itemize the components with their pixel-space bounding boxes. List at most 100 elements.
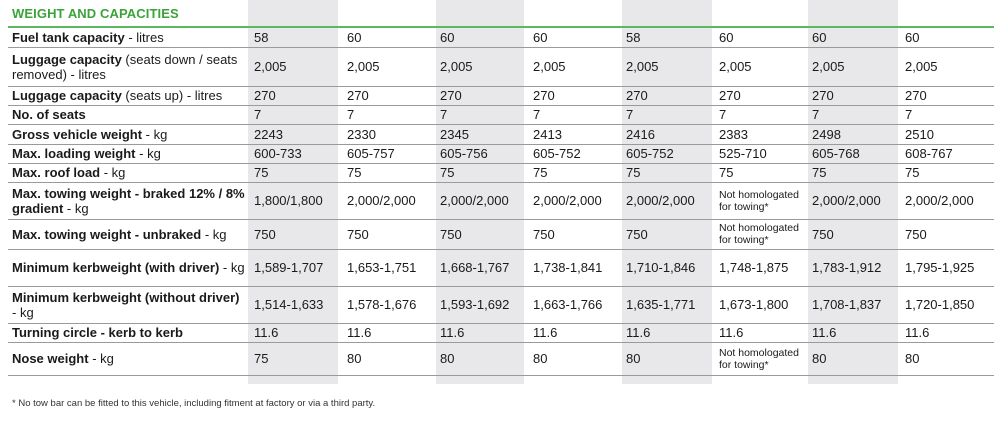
table-cell: 1,668-1,767 — [436, 249, 529, 287]
table-cell: 2,005 — [808, 47, 901, 87]
table-cell: 75 — [622, 163, 715, 183]
table-cell: 1,710-1,846 — [622, 249, 715, 287]
row-label-name: Minimum kerbweight (with driver) — [12, 260, 220, 275]
table-cell: 605-752 — [622, 144, 715, 164]
table-cell: 60 — [715, 27, 808, 48]
table-cell: 80 — [436, 342, 529, 376]
table-cell: 270 — [622, 86, 715, 106]
table-cell: 1,673-1,800 — [715, 286, 808, 324]
table-cell: 2243 — [250, 124, 343, 145]
table-cell: 750 — [808, 219, 901, 250]
table-cell: 75 — [715, 163, 808, 183]
table-cell: 750 — [622, 219, 715, 250]
row-label-unit: (seats down / seats removed) - litres — [12, 51, 238, 82]
table-cell: 270 — [529, 86, 622, 106]
table-cell: 7 — [529, 105, 622, 125]
row-label: Max. towing weight - unbraked - kg — [8, 219, 250, 250]
row-label-unit: - kg — [88, 351, 114, 366]
row-label: Turning circle - kerb to kerb — [8, 323, 250, 343]
table-cell: 7 — [622, 105, 715, 125]
table-row: Turning circle - kerb to kerb 11.6 11.6 11.… — [8, 323, 994, 343]
row-label-name: Luggage capacity — [12, 88, 122, 103]
table-cell: 11.6 — [343, 323, 436, 343]
row-label: Max. roof load - kg — [8, 163, 250, 183]
table-cell: Not homologated for towing* — [715, 219, 808, 250]
table-cell: 270 — [715, 86, 808, 106]
table-cell: 1,800/1,800 — [250, 182, 343, 220]
table-row: Minimum kerbweight (without driver) - kg… — [8, 286, 994, 324]
table-row: Max. towing weight - braked 12% / 8% gra… — [8, 182, 994, 220]
table-cell: 2383 — [715, 124, 808, 145]
row-label-unit: - kg — [63, 200, 89, 216]
table-cell: Not homologated for towing* — [715, 342, 808, 376]
table-row: Max. towing weight - unbraked - kg 750 750… — [8, 219, 994, 250]
row-label-unit: - kg — [201, 226, 227, 242]
table-cell: 270 — [436, 86, 529, 106]
table-cell: 2345 — [436, 124, 529, 145]
row-label-name: Max. roof load — [12, 165, 101, 180]
table-row: Nose weight - kg 75 80 80 80 80 Not homologate… — [8, 342, 994, 376]
row-label: Fuel tank capacity - litres — [8, 27, 250, 48]
table-cell: 75 — [436, 163, 529, 183]
row-label-unit: - kg — [142, 126, 168, 142]
row-label: Max. loading weight - kg — [8, 144, 250, 164]
table-cell: 11.6 — [529, 323, 622, 343]
table-cell: 1,783-1,912 — [808, 249, 901, 287]
table-cell: 750 — [901, 219, 994, 250]
table-cell: 11.6 — [715, 323, 808, 343]
table-cell: 2,000/2,000 — [343, 182, 436, 220]
table-cell: 75 — [808, 163, 901, 183]
table-cell: 1,593-1,692 — [436, 286, 529, 324]
table-cell: 1,514-1,633 — [250, 286, 343, 324]
table-cell: 80 — [901, 342, 994, 376]
row-label-name: Minimum kerbweight (without driver) — [12, 289, 240, 305]
table-cell: 2,000/2,000 — [808, 182, 901, 220]
table-cell: 7 — [250, 105, 343, 125]
table-cell: 2510 — [901, 124, 994, 145]
table-cell: 750 — [250, 219, 343, 250]
table-cell: 2,005 — [436, 47, 529, 87]
table-header-row: WEIGHT AND CAPACITIES — [8, 0, 994, 28]
table-cell: 60 — [436, 27, 529, 48]
table-cell: 7 — [901, 105, 994, 125]
row-label: Minimum kerbweight (without driver) - kg — [8, 286, 250, 324]
table-cell: 60 — [343, 27, 436, 48]
table-cell: 1,795-1,925 — [901, 249, 994, 287]
table-cell: 1,748-1,875 — [715, 249, 808, 287]
row-label: Gross vehicle weight - kg — [8, 124, 250, 145]
table-cell: 1,589-1,707 — [250, 249, 343, 287]
row-label-unit: (seats up) - litres — [121, 88, 223, 103]
table-cell: 600-733 — [250, 144, 343, 164]
table-cell: 11.6 — [808, 323, 901, 343]
table-cell: 60 — [529, 27, 622, 48]
table-cell: 60 — [901, 27, 994, 48]
table-cell: 605-752 — [529, 144, 622, 164]
row-label-name: No. of seats — [12, 107, 86, 122]
row-label: No. of seats — [8, 105, 250, 125]
table-cell: 2,005 — [250, 47, 343, 87]
table-cell: 2,005 — [715, 47, 808, 87]
table-cell: 2330 — [343, 124, 436, 145]
table-cell: 11.6 — [250, 323, 343, 343]
row-label: Minimum kerbweight (with driver) - kg — [8, 249, 250, 287]
table-cell: 2498 — [808, 124, 901, 145]
table-cell: 1,578-1,676 — [343, 286, 436, 324]
table-cell: 2,000/2,000 — [901, 182, 994, 220]
table-row: Max. roof load - kg 75 75 75 75 75 75 75 75 — [8, 163, 994, 183]
table-cell: 1,635-1,771 — [622, 286, 715, 324]
footnote: * No tow bar can be fitted to this vehic… — [12, 398, 376, 409]
table-cell: 750 — [436, 219, 529, 250]
table-cell: 605-757 — [343, 144, 436, 164]
table-cell: 11.6 — [901, 323, 994, 343]
row-label-name: Turning circle - kerb to kerb — [12, 325, 183, 340]
table-cell: 270 — [343, 86, 436, 106]
table-row: Max. loading weight - kg 600-733 605-757 60… — [8, 144, 994, 164]
table-cell: 75 — [901, 163, 994, 183]
row-label: Nose weight - kg — [8, 342, 250, 376]
row-label: Luggage capacity (seats up) - litres — [8, 86, 250, 106]
row-label-name: Fuel tank capacity — [12, 29, 125, 45]
table-cell: 58 — [622, 27, 715, 48]
table-cell: 525-710 — [715, 144, 808, 164]
table-cell: 605-768 — [808, 144, 901, 164]
table-cell: 80 — [529, 342, 622, 376]
